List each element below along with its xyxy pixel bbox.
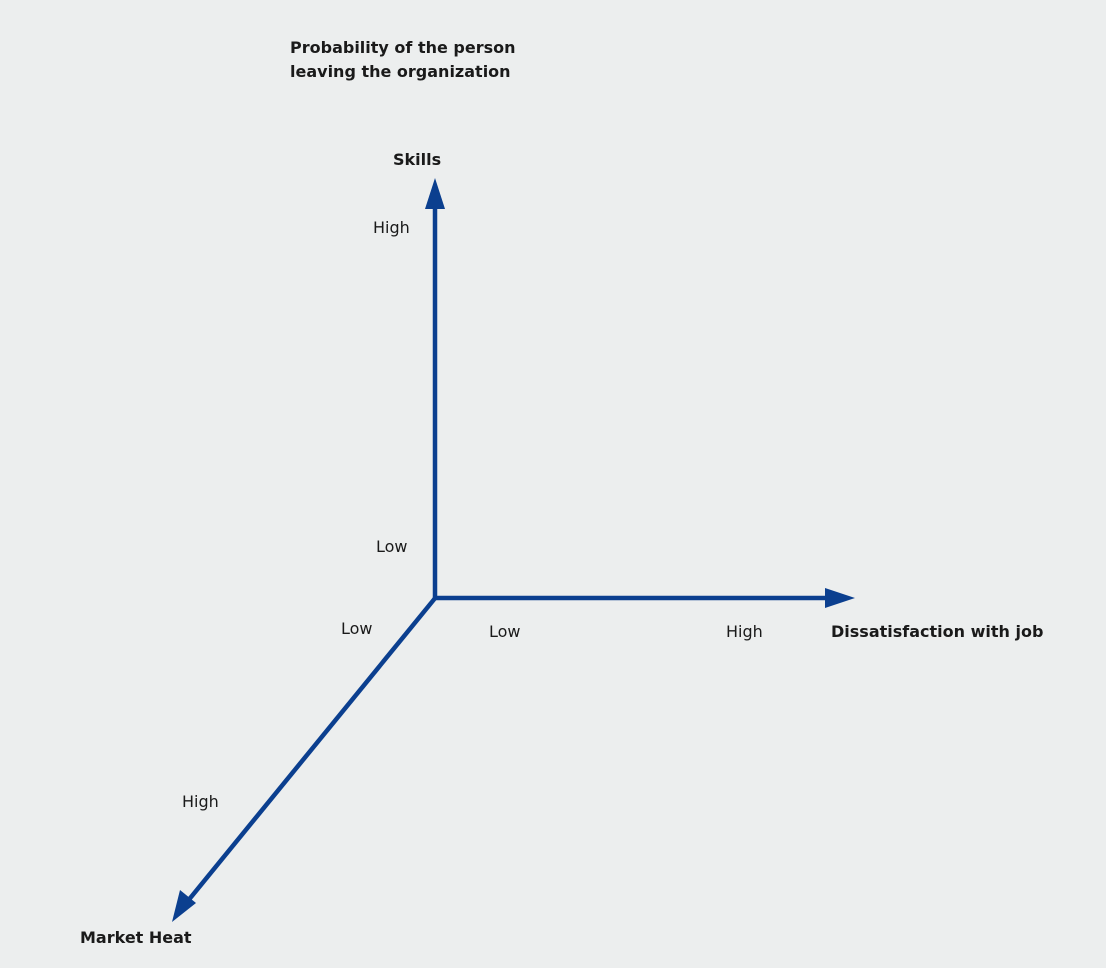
skills-axis-arrowhead	[425, 178, 445, 209]
market-heat-axis-name: Market Heat	[80, 928, 192, 947]
market-heat-high-label: High	[182, 792, 219, 811]
skills-low-label: Low	[376, 537, 408, 556]
skills-high-label: High	[373, 218, 410, 237]
title-line-2: leaving the organization	[290, 62, 511, 81]
market-heat-axis-line	[185, 595, 438, 904]
market-heat-low-label: Low	[341, 619, 373, 638]
dissatisfaction-axis-name: Dissatisfaction with job	[831, 622, 1044, 641]
skills-axis-name: Skills	[393, 150, 442, 169]
market-heat-axis-arrowhead	[172, 890, 196, 922]
dissatisfaction-low-label: Low	[489, 622, 521, 641]
title-line-1: Probability of the person	[290, 38, 516, 57]
diagram-title: Probability of the person leaving the or…	[290, 36, 590, 84]
dissatisfaction-axis-arrowhead	[825, 588, 855, 608]
dissatisfaction-high-label: High	[726, 622, 763, 641]
